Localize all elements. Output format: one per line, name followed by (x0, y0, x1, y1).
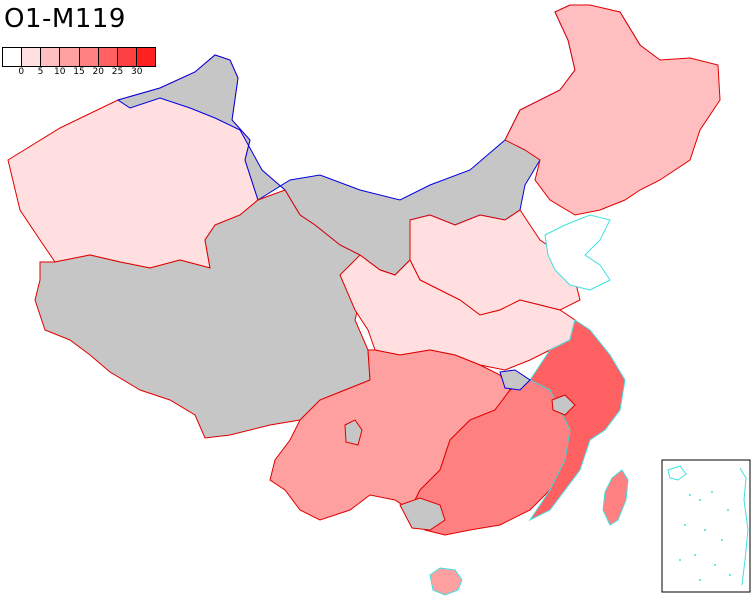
legend-swatch (117, 48, 137, 66)
south-china-sea-inset (661, 459, 751, 593)
gray-patch-sichuan (344, 419, 363, 446)
legend-swatch (41, 48, 61, 66)
gray-patch-east (551, 394, 576, 416)
legend-swatch (60, 48, 80, 66)
region-taiwan (602, 469, 629, 526)
legend-swatch (136, 48, 155, 66)
region-hainan (429, 567, 463, 596)
legend-tick-label: 30 (131, 67, 143, 77)
legend-swatch (79, 48, 99, 66)
map-title: O1-M119 (4, 4, 126, 34)
legend-swatch (3, 48, 23, 66)
legend-ticks: 0 5 10 15 20 25 30 (2, 67, 156, 81)
legend-swatch (22, 48, 42, 66)
inset-islands (679, 491, 731, 581)
legend-tick-label: 20 (92, 67, 104, 77)
gray-patch-guangxi (399, 497, 446, 531)
region-northeast (504, 4, 721, 216)
legend-color-bar (2, 47, 156, 67)
inset-coast (667, 465, 749, 586)
legend-tick-label: 15 (73, 67, 85, 77)
legend-tick-label: 10 (54, 67, 66, 77)
region-southeast (528, 319, 626, 522)
legend-swatch (98, 48, 118, 66)
gray-patch-yangtze (499, 369, 531, 391)
legend-tick-label: 5 (37, 67, 44, 77)
legend-tick-label: 0 (18, 67, 25, 77)
bohai-sea (544, 214, 611, 291)
color-legend: 0 5 10 15 20 25 30 (2, 47, 156, 81)
legend-tick-label: 25 (111, 67, 124, 77)
